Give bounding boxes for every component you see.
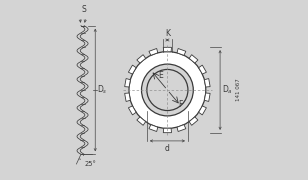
Text: 141 067: 141 067 — [236, 79, 241, 101]
Polygon shape — [128, 106, 136, 115]
Polygon shape — [149, 48, 158, 55]
Polygon shape — [125, 93, 130, 102]
Polygon shape — [149, 125, 158, 132]
Polygon shape — [189, 117, 198, 125]
Polygon shape — [199, 106, 206, 115]
Polygon shape — [205, 93, 210, 102]
Circle shape — [147, 69, 188, 111]
Polygon shape — [137, 117, 146, 125]
Text: K: K — [165, 29, 170, 38]
Text: d: d — [165, 144, 170, 153]
Polygon shape — [199, 65, 206, 74]
Polygon shape — [137, 55, 146, 63]
Text: E: E — [158, 71, 163, 80]
Polygon shape — [189, 55, 198, 63]
Text: D$_s$: D$_s$ — [97, 84, 108, 96]
Polygon shape — [177, 125, 186, 132]
Text: 25°: 25° — [84, 161, 96, 167]
Polygon shape — [125, 78, 130, 87]
Text: S: S — [81, 5, 86, 14]
Text: D$_a$: D$_a$ — [222, 84, 233, 96]
Polygon shape — [163, 47, 172, 52]
Polygon shape — [177, 48, 186, 55]
Text: F: F — [178, 100, 182, 109]
Polygon shape — [128, 65, 136, 74]
Circle shape — [129, 52, 206, 128]
Polygon shape — [205, 78, 210, 87]
Polygon shape — [163, 128, 172, 133]
Circle shape — [141, 64, 193, 116]
